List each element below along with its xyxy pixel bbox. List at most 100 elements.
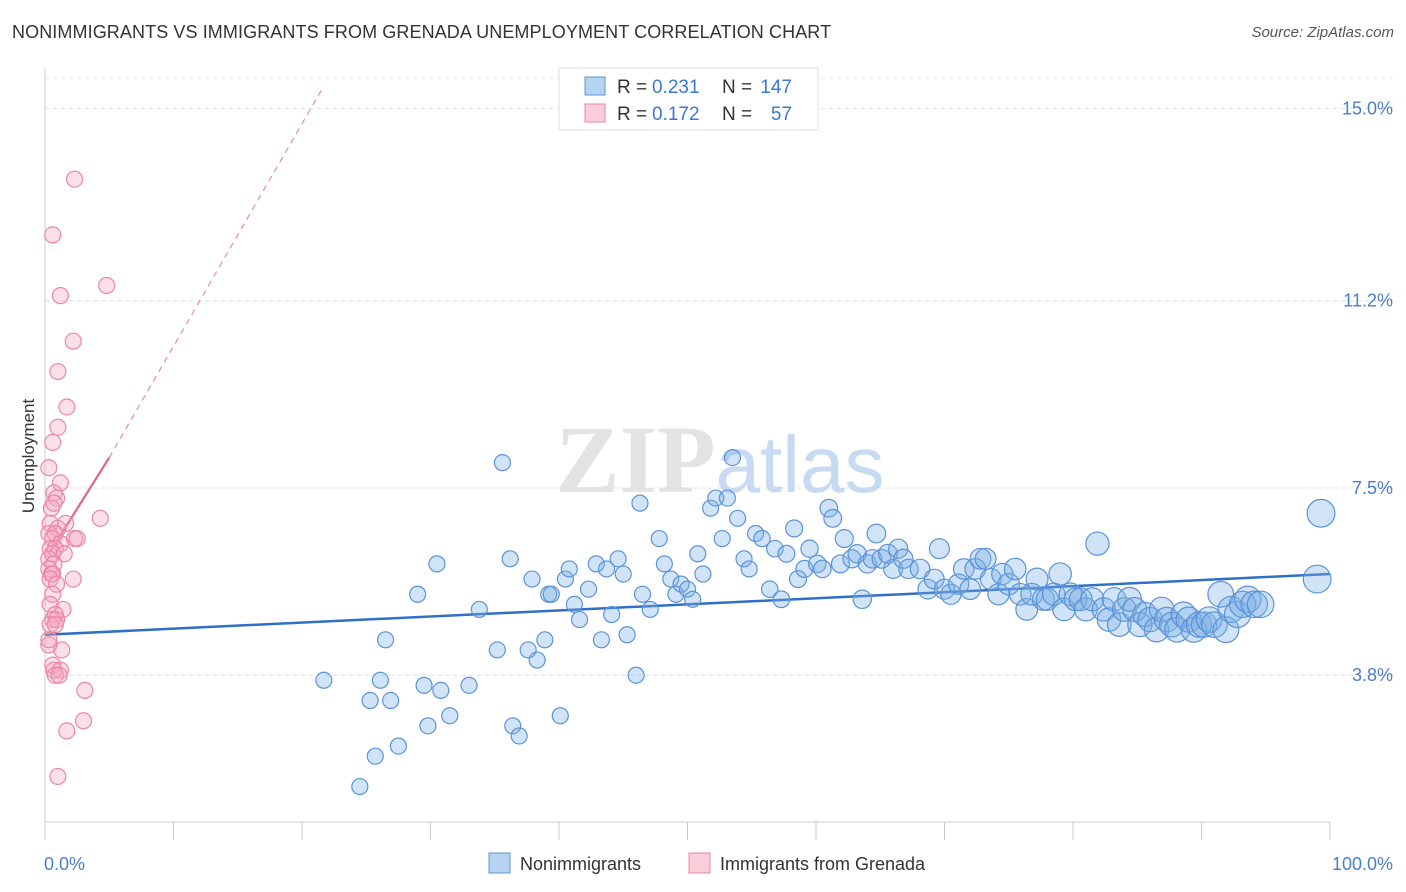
nonimmigrants-point [928, 538, 950, 560]
nonimmigrants-point [766, 539, 784, 558]
nonimmigrants-point [753, 529, 771, 548]
n-label: N = [722, 104, 752, 125]
immigrants-point [91, 509, 109, 527]
immigrants-point [55, 545, 73, 563]
nonimmigrants-point [315, 671, 333, 689]
stats-legend-swatch [584, 76, 606, 96]
nonimmigrants-point [847, 544, 867, 564]
nonimmigrants-point [460, 676, 478, 694]
series-immigrants-points [40, 170, 116, 786]
nonimmigrants-point [800, 539, 819, 558]
nonimmigrants-point [415, 676, 433, 694]
y-tick-label: 3.8% [1352, 665, 1393, 685]
nonimmigrants-point [1158, 611, 1185, 638]
nonimmigrants-point [997, 572, 1021, 596]
immigrants-point [74, 712, 93, 730]
immigrants-point [40, 631, 58, 649]
n-value: 147 [760, 77, 792, 98]
nonimmigrants-point [570, 610, 589, 629]
immigrants-point [49, 418, 67, 436]
nonimmigrants-point [834, 529, 854, 549]
y-tick-label: 11.2% [1343, 291, 1393, 311]
immigrants-point [47, 575, 66, 593]
watermark-light: atlas [716, 420, 885, 509]
nonimmigrants-point [565, 595, 584, 613]
nonimmigrants-point [382, 691, 400, 710]
immigrants-point [98, 276, 116, 295]
nonimmigrants-point [409, 585, 427, 603]
immigrants-point [40, 459, 58, 477]
nonimmigrants-point [689, 545, 707, 563]
series-legend-swatch [488, 852, 511, 874]
immigrants-point [64, 570, 82, 588]
immigrants-point [45, 494, 63, 512]
immigrants-point [46, 616, 64, 634]
nonimmigrants-point [641, 600, 659, 619]
nonimmigrants-point [740, 560, 758, 578]
immigrants-point [58, 398, 76, 416]
nonimmigrants-point [1015, 597, 1039, 621]
nonimmigrants-point [1085, 531, 1110, 556]
nonimmigrants-point [587, 555, 605, 573]
watermark-text: ZIPatlas [555, 406, 884, 513]
axes [44, 68, 1331, 840]
nonimmigrants-point [618, 626, 636, 644]
series-legend-label: Nonimmigrants [520, 854, 641, 874]
nonimmigrants-point [777, 544, 796, 563]
immigrants-trend-extension [108, 87, 324, 458]
immigrants-point [58, 722, 76, 740]
nonimmigrants-point [389, 737, 407, 755]
immigrants-point [44, 226, 62, 244]
stats-legend: R = 0.231 N = 147 R = 0.172 N = 57 [558, 67, 819, 131]
immigrants-point [44, 433, 62, 452]
nonimmigrants-point [684, 590, 702, 608]
nonimmigrants-point [852, 589, 873, 610]
data-points [40, 170, 1336, 796]
immigrants-point [44, 585, 62, 603]
nonimmigrants-point [785, 519, 804, 538]
nonimmigrants-point [1195, 606, 1223, 633]
watermark-bold: ZIP [555, 406, 715, 513]
nonimmigrants-point [488, 641, 506, 659]
nonimmigrants-point [361, 691, 379, 710]
nonimmigrants-point [678, 580, 697, 598]
nonimmigrants-point [1246, 590, 1275, 619]
nonimmigrants-point [627, 666, 645, 684]
nonimmigrants-point [551, 707, 569, 725]
nonimmigrants-point [432, 681, 450, 700]
nonimmigrants-point [493, 454, 512, 472]
nonimmigrants-point [760, 580, 779, 598]
n-label: N = [722, 77, 752, 98]
nonimmigrants-point [788, 569, 808, 589]
nonimmigrants-point [917, 578, 939, 600]
nonimmigrants-point [536, 631, 554, 649]
chart-title: NONIMMIGRANTS VS IMMIGRANTS FROM GRENADA… [12, 22, 832, 42]
series-legend: Nonimmigrants Immigrants from Grenada [488, 852, 926, 874]
nonimmigrants-point [428, 555, 446, 573]
chart-source: Source: ZipAtlas.com [1251, 24, 1394, 41]
nonimmigrants-point [1143, 616, 1170, 643]
nonimmigrants-point [888, 538, 909, 559]
nonimmigrants-point [579, 580, 598, 598]
nonimmigrants-point [1240, 590, 1268, 619]
nonimmigrants-point [974, 547, 997, 570]
nonimmigrants-point [1212, 616, 1240, 644]
nonimmigrants-point [441, 707, 459, 725]
nonimmigrants-point [366, 747, 384, 765]
nonimmigrants-point [609, 550, 627, 568]
nonimmigrants-point [808, 554, 827, 574]
n-value: 57 [771, 104, 792, 125]
nonimmigrants-point [631, 494, 649, 512]
nonimmigrants-point [718, 489, 736, 507]
nonimmigrants-point [655, 555, 673, 573]
trend-lines [44, 87, 1331, 636]
series-legend-swatch [688, 852, 711, 874]
nonimmigrants-point [1048, 562, 1072, 586]
y-axis-title: Unemployment [19, 399, 38, 514]
immigrants-point [65, 170, 84, 188]
nonimmigrants-point [702, 499, 720, 517]
nonimmigrants-point [877, 543, 898, 564]
immigrants-point [50, 666, 68, 684]
nonimmigrants-point [713, 529, 731, 548]
immigrants-point [64, 332, 82, 350]
